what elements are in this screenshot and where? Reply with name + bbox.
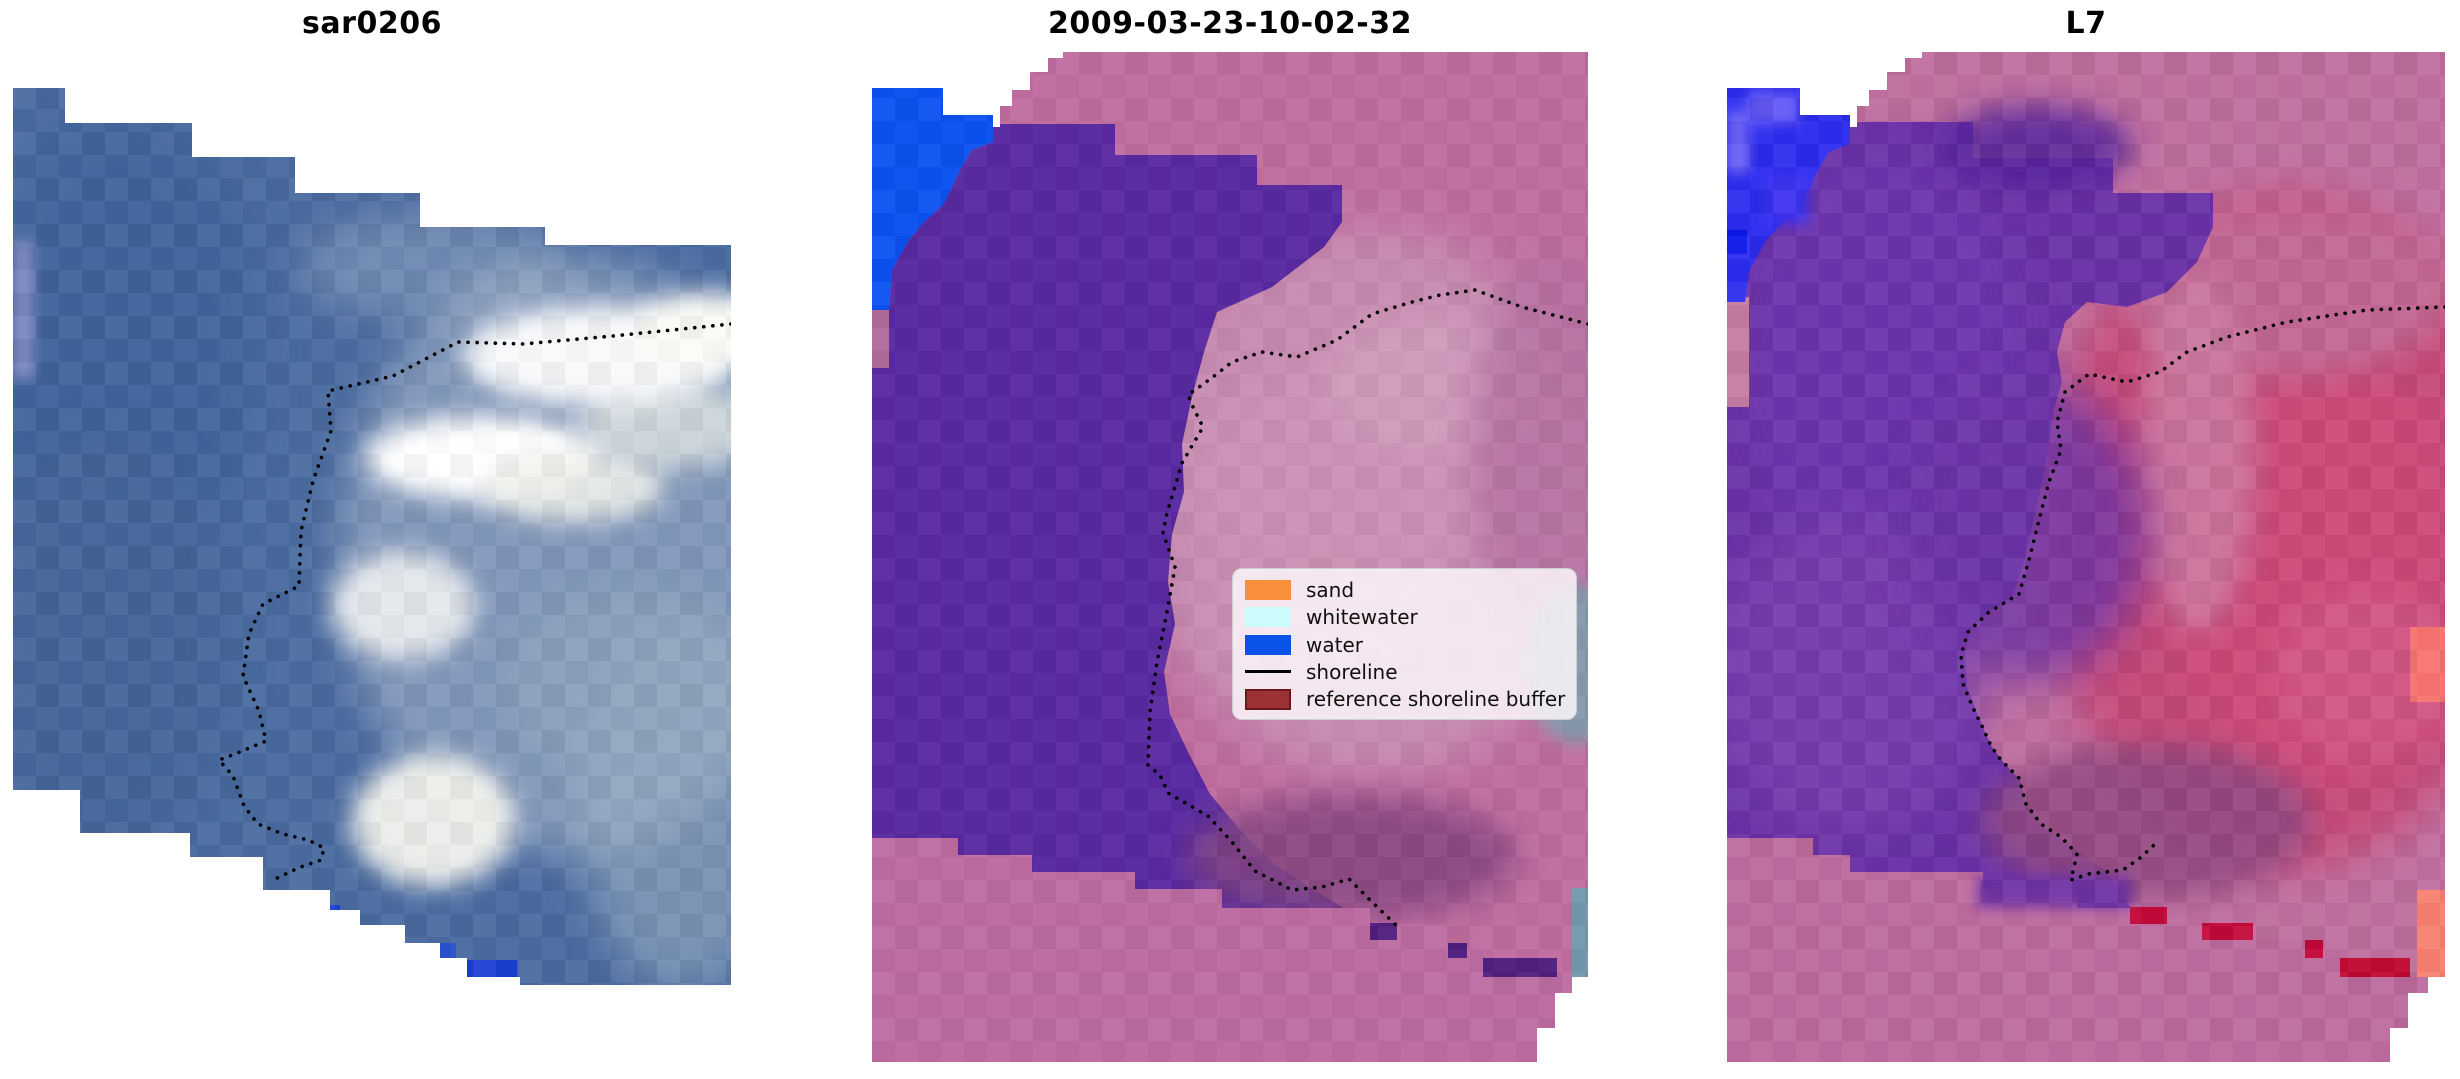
l7-image-panel	[1727, 52, 2445, 1062]
legend-item-whitewater: whitewater	[1245, 603, 1564, 630]
legend-item-water: water	[1245, 631, 1564, 658]
water-pixel	[363, 925, 403, 942]
legend-label: reference shoreline buffer	[1306, 687, 1566, 712]
panel-title-date: 2009-03-23-10-02-32	[1048, 6, 1412, 41]
legend: sand whitewater water shoreline referenc…	[1232, 568, 1577, 720]
legend-item-reference-buffer: reference shoreline buffer	[1245, 686, 1566, 713]
pixel-grid-overlay	[1727, 52, 2445, 1062]
pixel-grid-overlay	[872, 52, 1588, 1062]
sar-image-panel	[13, 88, 731, 985]
legend-item-sand: sand	[1245, 576, 1564, 603]
legend-label: water	[1306, 632, 1363, 657]
whitewater-swatch	[1245, 607, 1291, 628]
reference-buffer-swatch	[1245, 688, 1291, 710]
pixel-grid-overlay	[13, 88, 731, 985]
legend-label: sand	[1306, 577, 1355, 602]
legend-item-shoreline: shoreline	[1245, 658, 1564, 685]
shoreline-dotted-contour	[1146, 288, 1588, 928]
legend-label: shoreline	[1306, 659, 1398, 684]
legend-label: whitewater	[1306, 605, 1418, 630]
panel-title-l7: L7	[2065, 6, 2107, 41]
classified-image-panel	[872, 52, 1588, 1062]
sand-swatch	[1245, 579, 1291, 600]
water-swatch	[1245, 634, 1291, 655]
panel-title-sar: sar0206	[302, 6, 442, 41]
shoreline-dotted-contour	[217, 322, 731, 883]
shoreline-line-swatch	[1245, 670, 1291, 674]
